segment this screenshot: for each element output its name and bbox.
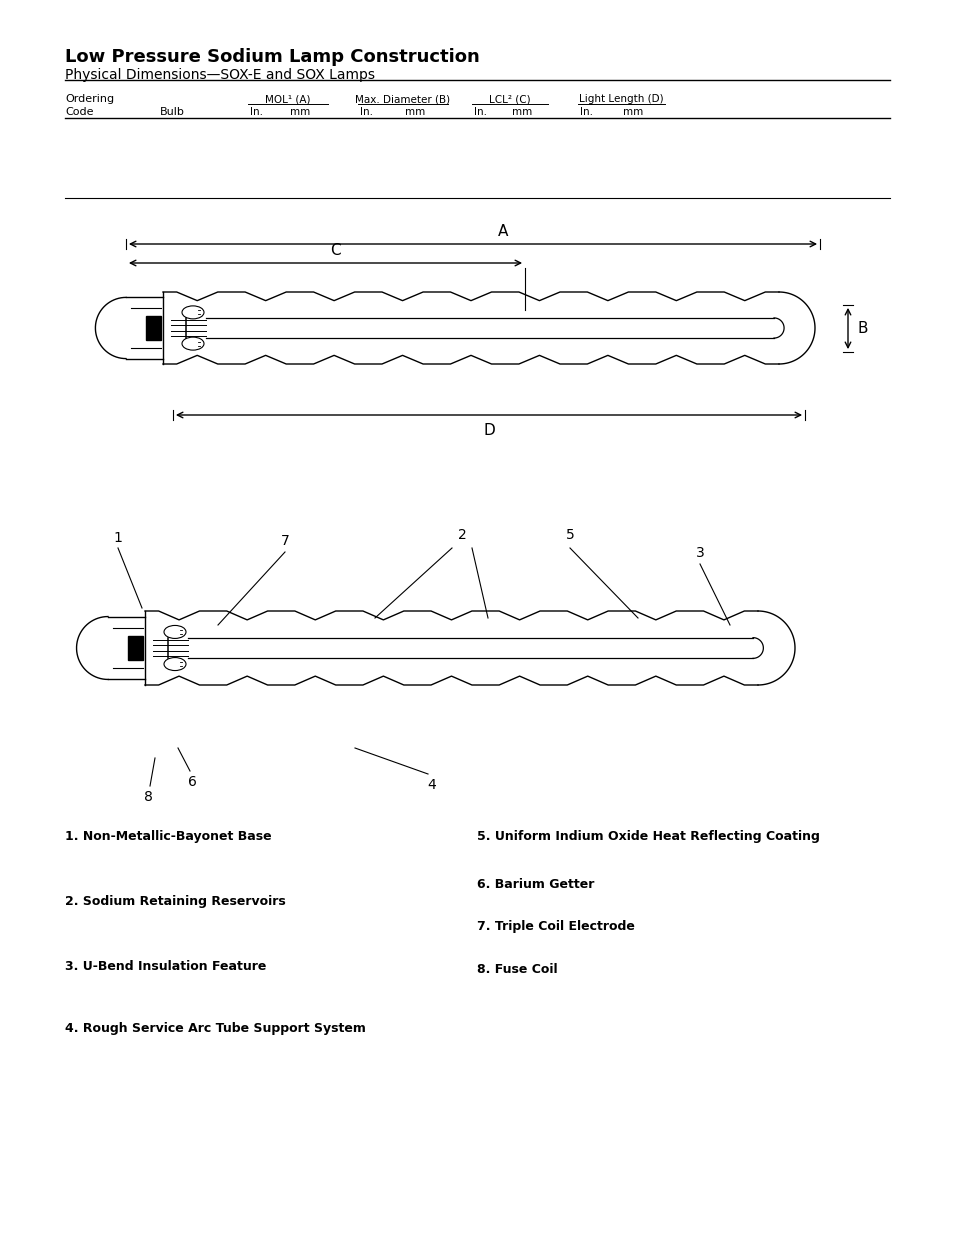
Text: mm: mm <box>405 107 425 117</box>
Text: 6. Barium Getter: 6. Barium Getter <box>476 878 594 890</box>
Text: In.: In. <box>474 107 486 117</box>
Text: 7: 7 <box>280 534 289 548</box>
Text: Light Length (D): Light Length (D) <box>578 94 663 104</box>
Text: mm: mm <box>623 107 643 117</box>
Text: 1: 1 <box>113 531 122 545</box>
Text: D: D <box>482 424 495 438</box>
Text: 6: 6 <box>188 776 196 789</box>
Text: B: B <box>857 321 867 336</box>
Text: LCL² (C): LCL² (C) <box>489 94 530 104</box>
Text: In.: In. <box>359 107 373 117</box>
Text: Code: Code <box>65 107 93 117</box>
Text: 4: 4 <box>427 778 436 792</box>
Text: 5: 5 <box>565 529 574 542</box>
Text: 4. Rough Service Arc Tube Support System: 4. Rough Service Arc Tube Support System <box>65 1023 366 1035</box>
Bar <box>128 636 143 659</box>
Text: Physical Dimensions—SOX-E and SOX Lamps: Physical Dimensions—SOX-E and SOX Lamps <box>65 68 375 82</box>
Text: Max. Diameter (B): Max. Diameter (B) <box>355 94 450 104</box>
Text: C: C <box>330 243 340 258</box>
Text: 8. Fuse Coil: 8. Fuse Coil <box>476 963 558 976</box>
Text: MOL¹ (A): MOL¹ (A) <box>265 94 311 104</box>
Text: 1. Non-Metallic-Bayonet Base: 1. Non-Metallic-Bayonet Base <box>65 830 272 844</box>
Text: mm: mm <box>512 107 532 117</box>
Text: 3. U-Bend Insulation Feature: 3. U-Bend Insulation Feature <box>65 960 266 973</box>
Text: In.: In. <box>579 107 593 117</box>
Text: 7. Triple Coil Electrode: 7. Triple Coil Electrode <box>476 920 634 932</box>
Text: Ordering: Ordering <box>65 94 114 104</box>
Text: In.: In. <box>250 107 263 117</box>
Text: Low Pressure Sodium Lamp Construction: Low Pressure Sodium Lamp Construction <box>65 48 479 65</box>
Text: mm: mm <box>290 107 310 117</box>
Text: 3: 3 <box>695 546 703 559</box>
Text: 2. Sodium Retaining Reservoirs: 2. Sodium Retaining Reservoirs <box>65 895 286 908</box>
Bar <box>146 316 161 340</box>
Text: 2: 2 <box>457 529 466 542</box>
Text: 5. Uniform Indium Oxide Heat Reflecting Coating: 5. Uniform Indium Oxide Heat Reflecting … <box>476 830 819 844</box>
Text: A: A <box>497 224 508 240</box>
Text: Bulb: Bulb <box>160 107 185 117</box>
Text: 8: 8 <box>143 790 152 804</box>
